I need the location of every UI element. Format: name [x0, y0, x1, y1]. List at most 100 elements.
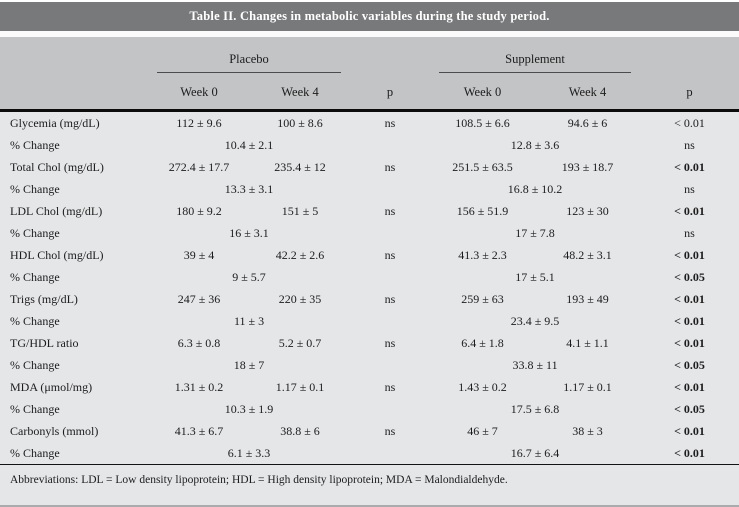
- placebo-week0-value: 247 ± 36: [177, 291, 221, 306]
- supplement-week4-value: 48.2 ± 3.1: [563, 247, 612, 262]
- variable-row: Glycemia (mg/dL) 112 ± 9.6 100 ± 8.6 ns 108.…: [0, 111, 739, 135]
- percent-change-row: % Change 6.1 ± 3.3 16.7 ± 6.4 < 0.01: [0, 442, 739, 465]
- supplement-p-value: ns: [684, 181, 695, 196]
- subcolumn-header-row: Week 0 Week 4 p Week 0 Week 4 p: [0, 75, 739, 112]
- supplement-change-value: 16.8 ± 10.2: [507, 181, 563, 196]
- row-label: HDL Chol (mg/dL): [10, 247, 104, 262]
- placebo-week4-value: 151 ± 5: [281, 203, 319, 218]
- row-label: TG/HDL ratio: [10, 335, 79, 350]
- placebo-p-value: [350, 354, 430, 376]
- percent-change-row: % Change 16 ± 3.1 17 ± 7.8 ns: [0, 222, 739, 244]
- row-label: LDL Chol (mg/dL): [10, 203, 103, 218]
- row-label: % Change: [10, 181, 60, 196]
- placebo-p-value: [350, 222, 430, 244]
- empty-header-cell: [640, 37, 739, 75]
- placebo-group-label: Placebo: [229, 52, 269, 66]
- placebo-group-header: Placebo: [148, 37, 350, 75]
- percent-change-row: % Change 11 ± 3 23.4 ± 9.5 < 0.01: [0, 310, 739, 332]
- variable-row: Total Chol (mg/dL) 272.4 ± 17.7 235.4 ± 12…: [0, 156, 739, 178]
- placebo-week4-value: 38.8 ± 6: [280, 423, 320, 438]
- supplement-change-value: 17 ± 7.8: [515, 225, 555, 240]
- abbreviations-footnote: Abbreviations: LDL = Low density lipopro…: [10, 474, 508, 486]
- variable-row: Trigs (mg/dL) 247 ± 36 220 ± 35 ns 259 ± 63 1…: [0, 288, 739, 310]
- supplement-week4-value: 193 ± 18.7: [561, 159, 614, 174]
- variable-row: LDL Chol (mg/dL) 180 ± 9.2 151 ± 5 ns 156 ± …: [0, 200, 739, 222]
- supplement-p-value: ns: [684, 137, 695, 152]
- supplement-week0-value: 6.4 ± 1.8: [461, 335, 504, 350]
- supplement-group-underline: [439, 72, 632, 73]
- supplement-change-value: 17.5 ± 6.8: [510, 401, 560, 416]
- supplement-group-label: Supplement: [505, 52, 565, 66]
- placebo-week0-value: 180 ± 9.2: [176, 203, 222, 218]
- supplement-week0-value: 251.5 ± 63.5: [452, 159, 513, 174]
- placebo-p-value: ns: [384, 335, 396, 350]
- placebo-week0-value: 41.3 ± 6.7: [174, 423, 224, 438]
- percent-change-row: % Change 10.4 ± 2.1 12.8 ± 3.6 ns: [0, 134, 739, 156]
- table-header: Placebo Supplement Week 0 Week 4 p: [0, 37, 739, 112]
- percent-change-row: % Change 13.3 ± 3.1 16.8 ± 10.2 ns: [0, 178, 739, 200]
- placebo-change-value: 9 ± 5.7: [232, 269, 266, 284]
- row-label: Glycemia (mg/dL): [10, 115, 100, 130]
- empty-header-cell: [350, 37, 430, 75]
- metabolic-table: Placebo Supplement Week 0 Week 4 p: [0, 37, 739, 465]
- supplement-p-value: ns: [684, 225, 695, 240]
- row-label: % Change: [0, 442, 148, 465]
- placebo-p-value: ns: [384, 291, 396, 306]
- placebo-change-value: 10.4 ± 2.1: [224, 137, 274, 152]
- supplement-change-value: 33.8 ± 11: [512, 357, 558, 372]
- supplement-p-header: p: [640, 75, 739, 112]
- supplement-week0-value: 156 ± 51.9: [456, 203, 509, 218]
- placebo-week4-value: 42.2 ± 2.6: [275, 247, 325, 262]
- placebo-week0-header: Week 0: [148, 75, 250, 112]
- supplement-week0-value: 41.3 ± 2.3: [458, 247, 507, 262]
- supplement-week0-header: Week 0: [430, 75, 536, 112]
- variable-row: MDA (μmol/mg) 1.31 ± 0.2 1.17 ± 0.1 ns 1.43 …: [0, 376, 739, 398]
- variable-row: Carbonyls (mmol) 41.3 ± 6.7 38.8 ± 6 ns 46 ±…: [0, 420, 739, 442]
- placebo-p-value: [350, 134, 430, 156]
- row-label: Carbonyls (mmol): [10, 423, 99, 438]
- placebo-change-value: 16 ± 3.1: [229, 225, 269, 240]
- row-label: % Change: [10, 137, 60, 152]
- supplement-week4-value: 1.17 ± 0.1: [563, 379, 612, 394]
- placebo-week0-value: 39 ± 4: [183, 247, 215, 262]
- variable-row: TG/HDL ratio 6.3 ± 0.8 5.2 ± 0.7 ns 6.4 ± 1.…: [0, 332, 739, 354]
- supplement-week4-value: 38 ± 3: [572, 423, 603, 438]
- table-title-bar: Table II. Changes in metabolic variables…: [0, 2, 739, 31]
- placebo-week4-value: 220 ± 35: [278, 291, 322, 306]
- placebo-p-value: [350, 398, 430, 420]
- supplement-change-value: 23.4 ± 9.5: [510, 313, 560, 328]
- supplement-p-value: < 0.05: [674, 401, 705, 416]
- placebo-change-value: 6.1 ± 3.3: [148, 442, 351, 465]
- empty-header-cell: [0, 75, 148, 112]
- row-label: % Change: [10, 269, 60, 284]
- placebo-p-value: ns: [384, 115, 396, 130]
- row-label: % Change: [10, 357, 60, 372]
- row-label: MDA (μmol/mg): [10, 379, 93, 394]
- supplement-p-value: < 0.01: [674, 423, 705, 438]
- row-label: Total Chol (mg/dL): [10, 159, 104, 174]
- placebo-week0-value: 1.31 ± 0.2: [174, 379, 224, 394]
- row-label: % Change: [10, 313, 60, 328]
- placebo-change-value: 18 ± 7: [233, 357, 265, 372]
- supplement-week4-value: 123 ± 30: [566, 203, 609, 218]
- empty-header-cell: [0, 37, 148, 75]
- supplement-week0-value: 108.5 ± 6.6: [455, 115, 510, 130]
- placebo-p-value: [350, 178, 430, 200]
- placebo-p-value: [350, 266, 430, 288]
- placebo-week0-value: 112 ± 9.6: [176, 115, 222, 130]
- placebo-week4-header: Week 4: [250, 75, 351, 112]
- placebo-p-value: [350, 442, 431, 465]
- supplement-p-value: < 0.01: [674, 335, 705, 350]
- placebo-p-header: p: [350, 75, 431, 112]
- supplement-p-value: < 0.01: [674, 247, 705, 262]
- placebo-p-value: ns: [384, 203, 396, 218]
- percent-change-row: % Change 9 ± 5.7 17 ± 5.1 < 0.05: [0, 266, 739, 288]
- supplement-p-value: < 0.01: [674, 313, 705, 328]
- row-label: % Change: [10, 401, 60, 416]
- placebo-p-value: ns: [384, 379, 396, 394]
- placebo-change-value: 11 ± 3: [233, 313, 265, 328]
- supplement-p-value: < 0.01: [674, 115, 705, 130]
- supplement-change-value: 17 ± 5.1: [515, 269, 555, 284]
- placebo-p-value: [350, 310, 430, 332]
- row-label: % Change: [10, 225, 60, 240]
